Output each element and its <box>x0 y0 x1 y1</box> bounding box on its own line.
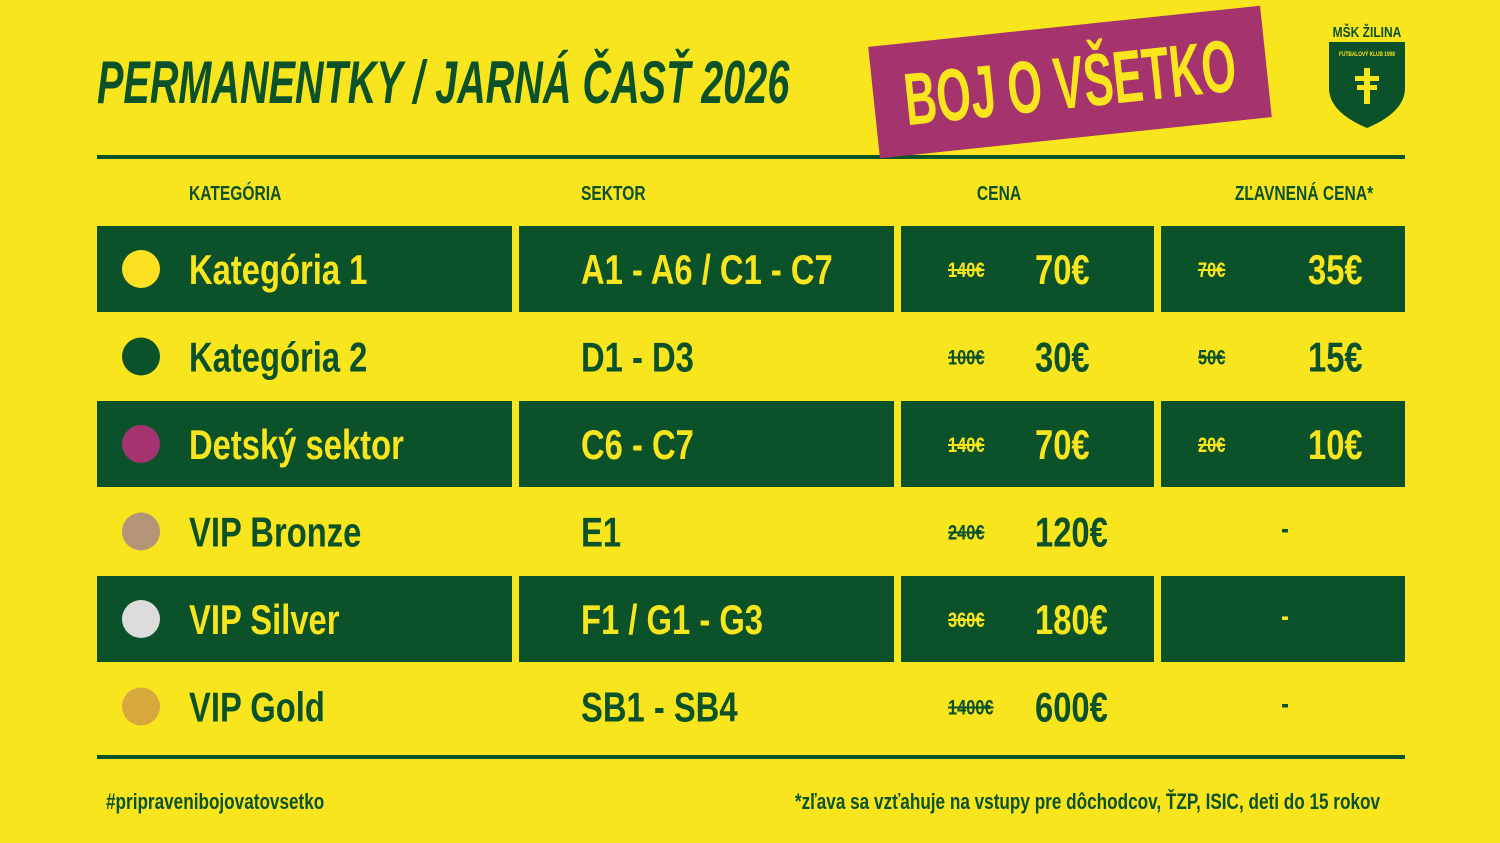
row-cell <box>901 401 1154 487</box>
sector: F1 / G1 - G3 <box>581 596 763 643</box>
sector: C6 - C7 <box>581 421 694 468</box>
column-header: CENA <box>977 182 1021 204</box>
logo-cross <box>1355 68 1379 104</box>
logo-text: MŠK ŽILINA <box>1333 24 1402 41</box>
category-dot <box>122 425 160 463</box>
price: 30€ <box>1035 334 1090 381</box>
row-cell <box>901 576 1154 662</box>
category-dot <box>122 687 160 726</box>
row-cell <box>97 401 512 487</box>
category-dot <box>122 250 160 288</box>
row-cell <box>97 226 512 312</box>
hashtag: #pripravenibojovatovsetko <box>106 790 324 815</box>
column-header: ZĽAVNENÁ CENA* <box>1235 181 1373 204</box>
category-dot <box>122 337 160 376</box>
footnote: *zľava sa vzťahuje na vstupy pre dôchodc… <box>795 788 1380 815</box>
discount: 35€ <box>1308 246 1363 293</box>
column-header: KATEGÓRIA <box>189 181 281 204</box>
sector: A1 - A6 / C1 - C7 <box>581 246 833 293</box>
category: VIP Gold <box>189 684 325 731</box>
discount: 15€ <box>1308 334 1363 381</box>
price: 180€ <box>1035 596 1108 643</box>
discount: - <box>1281 687 1289 720</box>
logo-subtext: FUTBALOVÝ KLUB 1908 <box>1339 50 1395 58</box>
column-header: SEKTOR <box>581 182 646 204</box>
sector: D1 - D3 <box>581 334 694 381</box>
title: PERMANENTKY / JARNÁ ČASŤ 2026 <box>97 49 790 116</box>
category-dot <box>122 512 160 551</box>
category: Detský sektor <box>189 421 404 468</box>
price: 70€ <box>1035 246 1090 293</box>
row-cell <box>97 576 512 662</box>
row-cell <box>519 226 894 312</box>
price: 600€ <box>1035 684 1108 731</box>
discount: - <box>1281 512 1289 545</box>
category: VIP Silver <box>189 596 340 643</box>
category: Kategória 1 <box>189 246 367 293</box>
price: 70€ <box>1035 421 1090 468</box>
badge-bg <box>868 5 1272 159</box>
category: Kategória 2 <box>189 334 367 381</box>
logo <box>1329 42 1405 128</box>
price: 120€ <box>1035 509 1108 556</box>
row-cell <box>519 576 894 662</box>
badge: BOJ O VŠETKO <box>868 5 1272 159</box>
row-cell <box>519 401 894 487</box>
sector: E1 <box>581 509 621 556</box>
discount: - <box>1281 599 1289 632</box>
row-cell <box>1161 576 1405 662</box>
discount: 10€ <box>1308 421 1363 468</box>
row-cell <box>901 226 1154 312</box>
category: VIP Bronze <box>189 509 361 556</box>
category-dot <box>122 600 160 638</box>
sector: SB1 - SB4 <box>581 684 738 731</box>
